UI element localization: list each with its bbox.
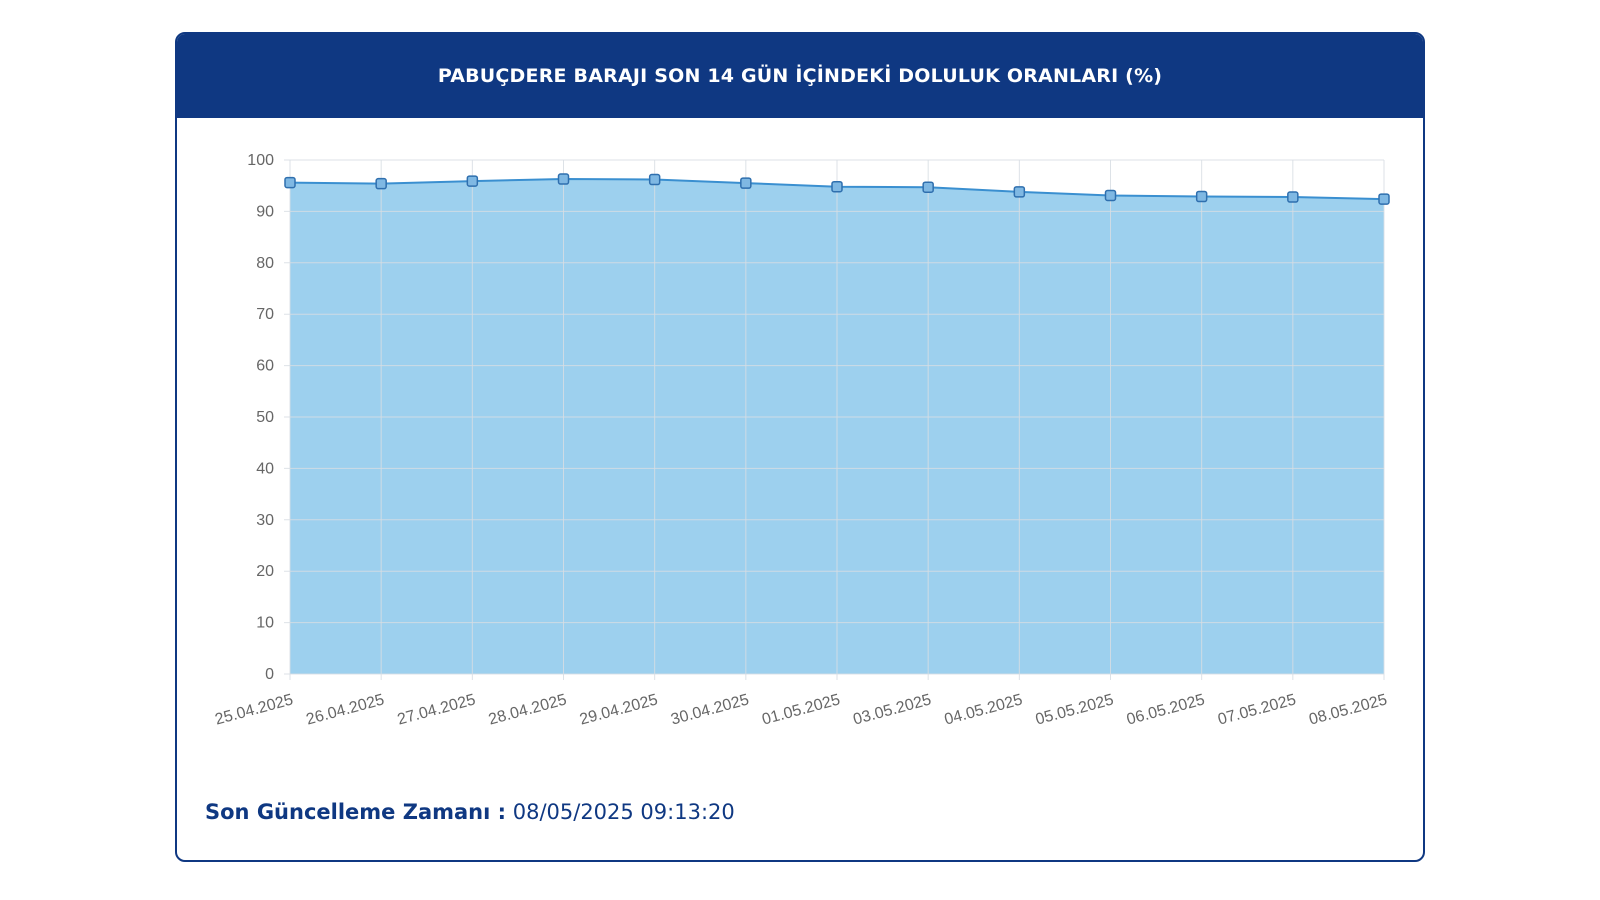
x-tick-label: 26.04.2025: [304, 691, 386, 728]
card-header: PABUÇDERE BARAJI SON 14 GÜN İÇİNDEKİ DOL…: [177, 34, 1423, 118]
area-chart: 0 10 20 30 40 50 60 70 80 90 100 25.04.2025 26.04.20…: [213, 152, 1390, 729]
x-tick-label: 01.05.2025: [760, 691, 842, 728]
x-tick-label: 07.05.2025: [1216, 691, 1298, 728]
x-tick-label: 03.05.2025: [851, 691, 933, 728]
y-tick-label: 20: [256, 563, 274, 580]
y-tick-label: 0: [265, 666, 274, 683]
x-tick-label: 08.05.2025: [1307, 691, 1389, 728]
x-tick-label: 27.04.2025: [396, 691, 478, 728]
data-point: [922, 181, 934, 193]
data-point: [648, 173, 661, 186]
data-point: [466, 175, 479, 187]
last-update-label: Son Güncelleme Zamanı :: [205, 800, 507, 824]
data-point: [1195, 190, 1208, 203]
y-tick-label: 30: [256, 512, 274, 529]
y-tick-label: 100: [247, 152, 274, 169]
x-tick-label: 06.05.2025: [1125, 691, 1207, 728]
last-update-value: 08/05/2025 09:13:20: [512, 800, 735, 824]
data-point: [284, 176, 296, 189]
data-point: [1287, 191, 1299, 203]
data-point: [740, 177, 752, 189]
last-update: Son Güncelleme Zamanı : 08/05/2025 09:13…: [205, 800, 735, 824]
y-tick-label: 40: [256, 460, 274, 477]
data-point: [831, 180, 843, 193]
data-point: [1378, 193, 1390, 205]
y-tick-label: 70: [256, 306, 274, 323]
y-tick-label: 60: [256, 358, 274, 375]
y-tick-label: 50: [256, 409, 274, 426]
x-tick-label: 25.04.2025: [213, 691, 295, 728]
chart-title: PABUÇDERE BARAJI SON 14 GÜN İÇİNDEKİ DOL…: [437, 65, 1163, 87]
x-tick-label: 28.04.2025: [487, 691, 569, 728]
y-tick-label: 90: [256, 203, 274, 220]
y-tick-label: 80: [256, 255, 274, 272]
x-tick-label: 05.05.2025: [1034, 691, 1116, 728]
x-tick-label: 29.04.2025: [578, 691, 660, 728]
x-tick-label: 04.05.2025: [943, 691, 1025, 728]
data-point: [1104, 189, 1117, 202]
data-point: [557, 173, 570, 185]
y-tick-label: 10: [256, 615, 274, 632]
x-tick-label: 30.04.2025: [669, 691, 751, 728]
chart-card: PABUÇDERE BARAJI SON 14 GÜN İÇİNDEKİ DOL…: [175, 32, 1425, 862]
data-point: [1013, 186, 1026, 198]
data-point: [375, 177, 387, 190]
chart-area: 0 10 20 30 40 50 60 70 80 90 100 25.04.2025 26.04.20…: [177, 34, 1423, 860]
